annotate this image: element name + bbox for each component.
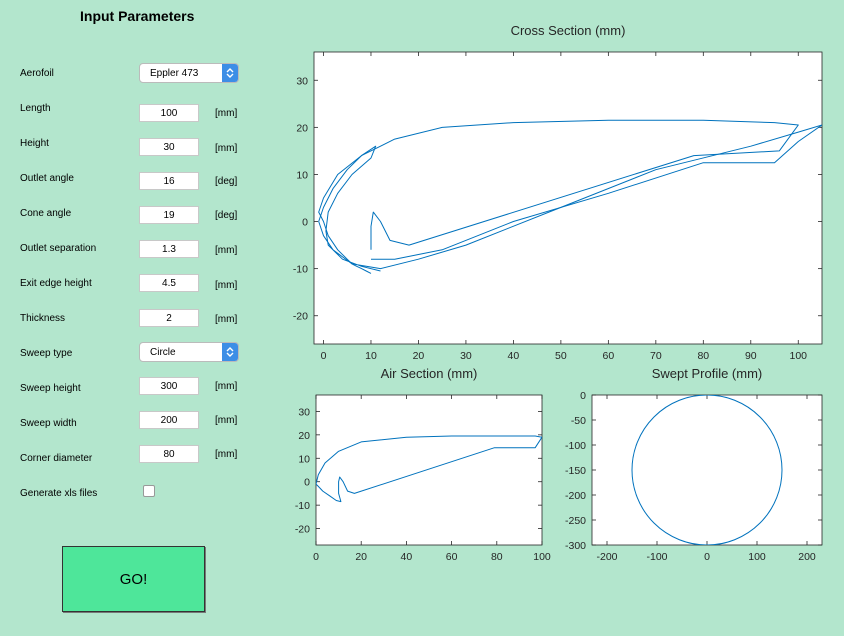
height-input[interactable]: 30 xyxy=(139,138,199,156)
y-tick-label: -100 xyxy=(565,440,586,452)
chart-title: Cross Section (mm) xyxy=(511,23,626,38)
chart-title: Swept Profile (mm) xyxy=(652,366,763,381)
exit-edge-height-unit: [mm] xyxy=(215,280,238,291)
length-label: Length xyxy=(20,103,51,114)
x-tick-label: 0 xyxy=(321,350,327,362)
plot-frame xyxy=(591,394,823,546)
y-tick-label: -20 xyxy=(295,524,310,536)
x-tick-label: -100 xyxy=(646,551,667,563)
outlet-angle-input[interactable]: 16 xyxy=(139,172,199,190)
x-tick-label: 20 xyxy=(413,350,425,362)
cone-angle-input[interactable]: 19 xyxy=(139,206,199,224)
y-tick-label: -150 xyxy=(565,465,586,477)
cone-angle-label: Cone angle xyxy=(20,208,72,219)
thickness-label: Thickness xyxy=(20,313,66,324)
y-tick-label: 0 xyxy=(580,390,586,402)
outlet-angle-label: Outlet angle xyxy=(20,173,74,184)
sweep-type-value: Circle xyxy=(150,346,176,358)
outlet-angle-unit: [deg] xyxy=(215,176,238,187)
y-tick-label: -50 xyxy=(571,415,586,427)
y-tick-label: -10 xyxy=(293,264,308,276)
x-tick-label: 0 xyxy=(704,551,710,563)
y-tick-label: 0 xyxy=(304,477,310,489)
x-tick-label: 80 xyxy=(491,551,503,563)
corner-diameter-input[interactable]: 80 xyxy=(139,445,199,463)
y-tick-label: -200 xyxy=(565,490,586,502)
x-tick-label: 40 xyxy=(508,350,520,362)
x-tick-label: 70 xyxy=(650,350,662,362)
height-label: Height xyxy=(20,138,49,149)
x-tick-label: 60 xyxy=(446,551,458,563)
series-circle xyxy=(631,395,783,545)
sweep-width-input[interactable]: 200 xyxy=(139,411,199,429)
series-line xyxy=(318,124,822,272)
aerofoil-dropdown[interactable]: Eppler 473 xyxy=(139,63,239,83)
air-section-plot: Air Section (mm)0 20 40 60 80 1003020100-10-2… xyxy=(295,366,551,563)
generate-xls-checkbox[interactable] xyxy=(143,485,155,497)
plot-frame xyxy=(313,51,823,345)
y-tick-label: 20 xyxy=(298,430,310,442)
aerofoil-value: Eppler 473 xyxy=(150,67,199,79)
x-tick-label: -200 xyxy=(596,551,617,563)
height-unit: [mm] xyxy=(215,143,238,154)
y-tick-label: 20 xyxy=(296,122,308,134)
x-tick-label: 50 xyxy=(555,350,567,362)
sweep-width-label: Sweep width xyxy=(20,418,77,429)
y-tick-label: 30 xyxy=(298,406,310,418)
x-tick-label: 90 xyxy=(745,350,757,362)
series-line xyxy=(371,124,822,260)
y-tick-label: 10 xyxy=(296,169,308,181)
outlet-separation-unit: [mm] xyxy=(215,245,238,256)
corner-diameter-unit: [mm] xyxy=(215,449,238,460)
x-tick-label: 10 xyxy=(365,350,377,362)
plot-frame xyxy=(315,394,543,546)
thickness-unit: [mm] xyxy=(215,314,238,325)
exit-edge-height-input[interactable]: 4.5 xyxy=(139,274,199,292)
aerofoil-label: Aerofoil xyxy=(20,68,54,79)
chevron-updown-icon xyxy=(222,343,238,361)
x-tick-label: 80 xyxy=(697,350,709,362)
y-tick-label: -10 xyxy=(295,500,310,512)
x-tick-label: 40 xyxy=(401,551,413,563)
length-unit: [mm] xyxy=(215,108,238,119)
x-tick-label: 100 xyxy=(748,551,766,563)
y-tick-label: 10 xyxy=(298,453,310,465)
y-tick-label: 30 xyxy=(296,75,308,87)
series-line xyxy=(316,435,542,503)
x-tick-label: 100 xyxy=(533,551,551,563)
outlet-separation-label: Outlet separation xyxy=(20,243,97,254)
x-tick-label: 30 xyxy=(460,350,472,362)
y-tick-label: -300 xyxy=(565,540,586,552)
cross-section-plot: Cross Section (mm)0 10 20 30 40 50 60 70 80 90 100… xyxy=(293,23,823,362)
length-input[interactable]: 100 xyxy=(139,104,199,122)
sweep-type-dropdown[interactable]: Circle xyxy=(139,342,239,362)
sweep-height-input[interactable]: 300 xyxy=(139,377,199,395)
outlet-separation-input[interactable]: 1.3 xyxy=(139,240,199,258)
sweep-width-unit: [mm] xyxy=(215,415,238,426)
swept-profile-plot: Swept Profile (mm) -200 -100 0 100 200 0 -50 -10… xyxy=(565,366,823,563)
sweep-type-label: Sweep type xyxy=(20,348,73,359)
y-tick-label: -20 xyxy=(293,311,308,323)
sweep-height-unit: [mm] xyxy=(215,381,238,392)
x-tick-label: 100 xyxy=(789,350,807,362)
chevron-updown-icon xyxy=(222,64,238,82)
panel-title: Input Parameters xyxy=(80,8,195,24)
x-tick-label: 60 xyxy=(603,350,615,362)
cone-angle-unit: [deg] xyxy=(215,210,238,221)
x-tick-label: 20 xyxy=(355,551,367,563)
generate-xls-label: Generate xls files xyxy=(20,488,98,499)
corner-diameter-label: Corner diameter xyxy=(20,453,93,464)
chart-title: Air Section (mm) xyxy=(381,366,478,381)
y-tick-label: 0 xyxy=(302,217,308,229)
x-tick-label: 0 xyxy=(313,551,319,563)
sweep-height-label: Sweep height xyxy=(20,383,81,394)
exit-edge-height-label: Exit edge height xyxy=(20,278,92,289)
go-button-label: GO! xyxy=(119,570,148,588)
go-button[interactable]: GO! xyxy=(62,546,205,612)
y-tick-label: -250 xyxy=(565,515,586,527)
series-line xyxy=(318,119,799,274)
x-tick-label: 200 xyxy=(798,551,816,563)
thickness-input[interactable]: 2 xyxy=(139,309,199,327)
